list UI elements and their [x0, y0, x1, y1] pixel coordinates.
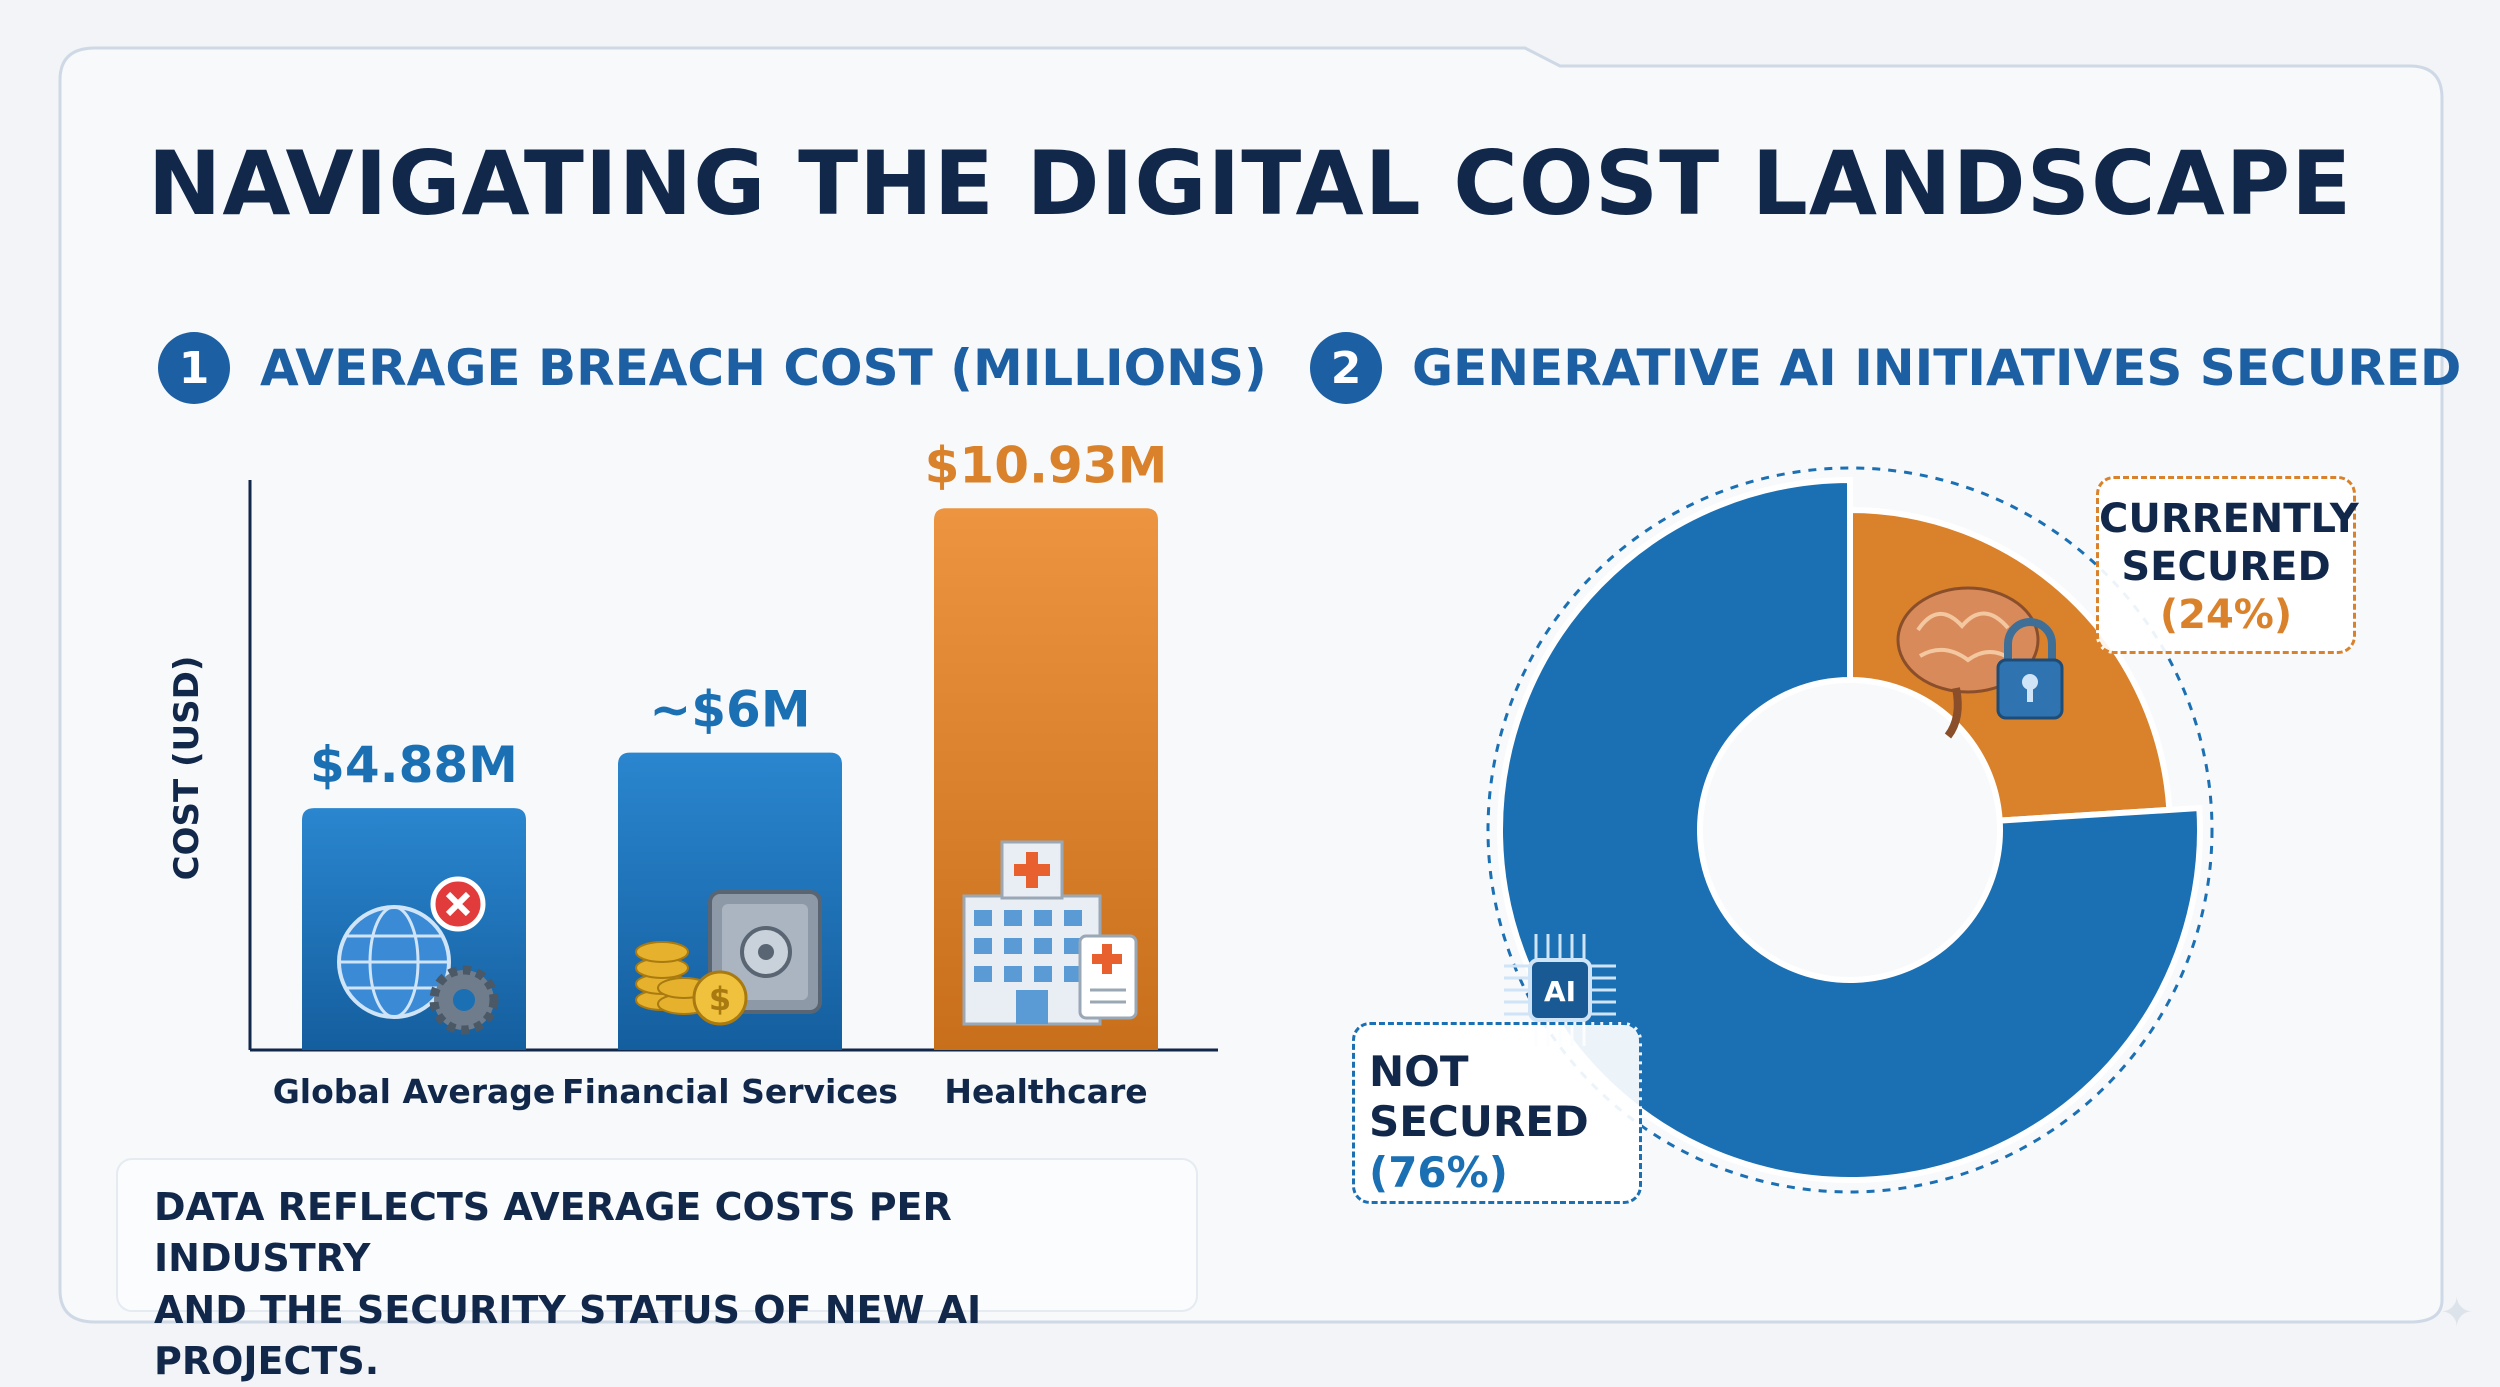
brain-lock-icon	[1896, 586, 2064, 739]
bar-data-label: $10.93M	[925, 440, 1168, 494]
footnote-box: DATA REFLECTS AVERAGE COSTS PER INDUSTRY…	[118, 1160, 1196, 1383]
section-2-title: GENERATIVE AI INITIATIVES SECURED	[1412, 339, 2462, 397]
x-tick-label: Healthcare	[944, 1072, 1147, 1111]
x-tick-label: Global Average	[273, 1072, 556, 1111]
ai-chip-icon: AI	[1504, 934, 1616, 1046]
safe-coins-icon: $	[635, 890, 822, 1026]
callout-not-secured: NOT SECURED (76%)	[1352, 1022, 1642, 1204]
footnote-line-1: DATA REFLECTS AVERAGE COSTS PER INDUSTRY	[154, 1185, 952, 1281]
callout-secured-percent: (24%)	[2159, 592, 2293, 638]
callout-currently-secured: CURRENTLY SECURED (24%)	[2096, 476, 2359, 654]
globe-error-gear-icon	[337, 876, 499, 1035]
callout-secured-name-line2: SECURED	[2121, 544, 2331, 590]
donut-guide-ring	[1486, 466, 2214, 1194]
hospital-icon	[962, 840, 1138, 1026]
x-tick-label: Financial Services	[562, 1072, 898, 1111]
section-2-header: 2 GENERATIVE AI INITIATIVES SECURED	[1310, 332, 2461, 404]
donut-slice-not-secured	[1497, 476, 2203, 1183]
breach-cost-bar-chart: COST (USD) $4.88M Global Average ~$6M Finan…	[167, 440, 1218, 1111]
callout-not-name-line1: NOT	[1369, 1047, 1469, 1096]
ai-secured-donut-chart: AI	[1486, 466, 2214, 1194]
bar-data-label: $4.88M	[310, 736, 518, 794]
y-axis-label: COST (USD)	[167, 656, 207, 881]
sparkle-icon: ✦	[2440, 1290, 2474, 1336]
section-1-title: AVERAGE BREACH COST (MILLIONS)	[260, 339, 1267, 397]
page-title: NAVIGATING THE DIGITAL COST LANDSCAPE	[147, 132, 2353, 235]
bar-data-label: ~$6M	[649, 681, 810, 739]
svg-text:$: $	[709, 980, 731, 1018]
section-1-header: 1 AVERAGE BREACH COST (MILLIONS)	[158, 332, 1267, 404]
callout-secured-name-line1: CURRENTLY	[2099, 496, 2359, 542]
callout-not-name-line2: SECURED	[1369, 1097, 1589, 1147]
section-1-number-badge: 1	[158, 332, 230, 404]
footnote-line-2: AND THE SECURITY STATUS OF NEW AI PROJEC…	[154, 1287, 982, 1383]
svg-text:AI: AI	[1544, 975, 1576, 1008]
callout-not-percent: (76%)	[1369, 1147, 1508, 1197]
section-2-number-badge: 2	[1310, 332, 1382, 404]
